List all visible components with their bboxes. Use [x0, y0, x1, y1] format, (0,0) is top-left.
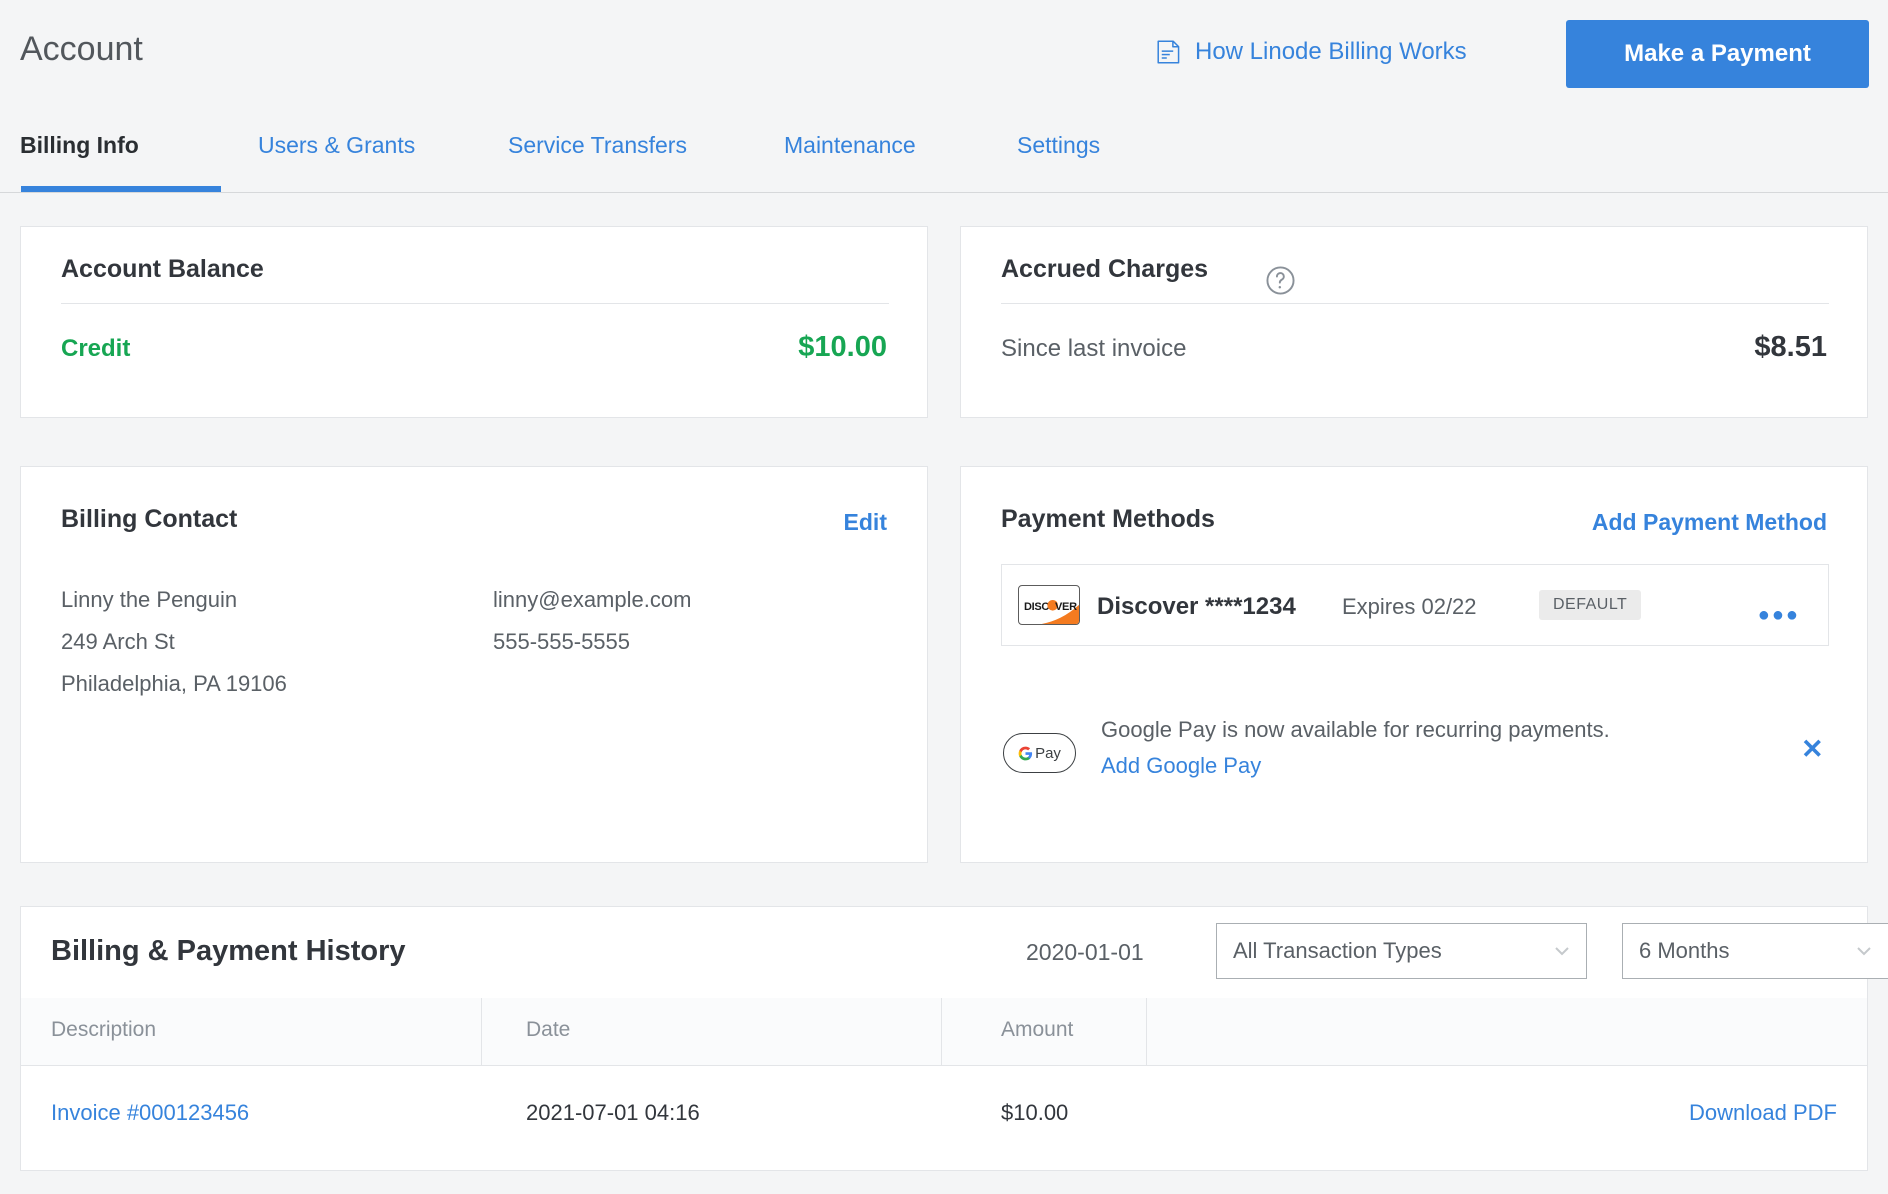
svg-text:VER: VER — [1055, 601, 1077, 613]
svg-text:DISC: DISC — [1024, 601, 1049, 613]
